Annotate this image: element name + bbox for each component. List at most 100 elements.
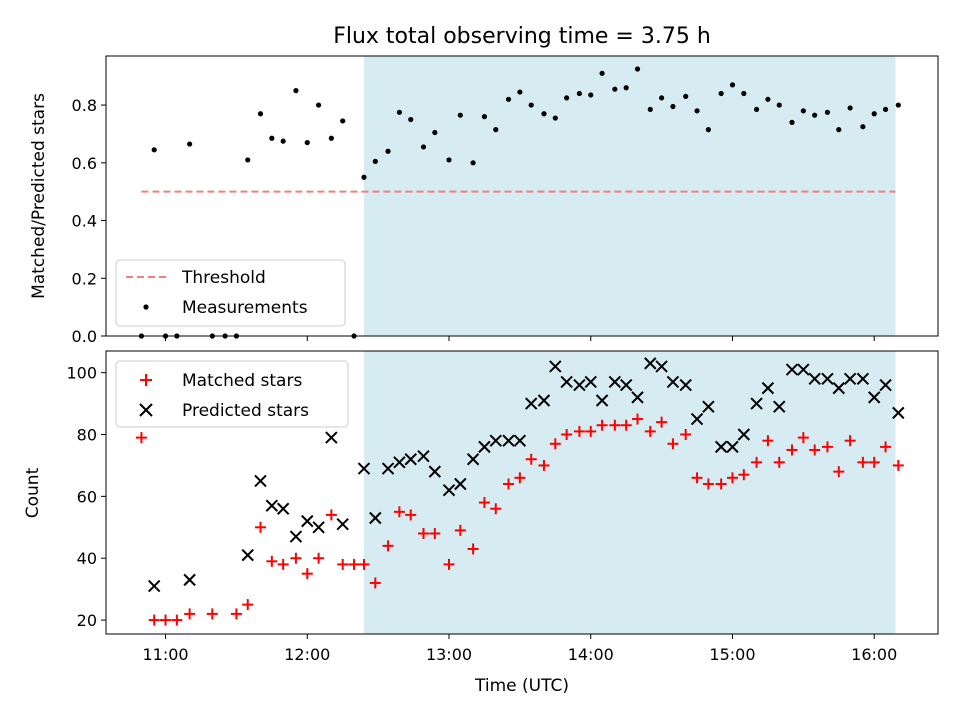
predicted-point — [478, 440, 491, 454]
bottom-series — [135, 357, 905, 626]
measurement-point — [481, 114, 488, 120]
measurement-point — [789, 119, 795, 125]
predicted-point-b — [381, 462, 395, 475]
predicted-point — [808, 372, 821, 386]
predicted-point-b — [631, 391, 644, 404]
predicted-point-b — [761, 381, 775, 395]
measurement-point — [493, 127, 499, 133]
predicted-point-b — [502, 434, 515, 447]
matched-point — [369, 577, 381, 589]
predicted-point — [737, 428, 751, 441]
predicted-point — [442, 483, 456, 497]
bottom-y-tick-label: 20 — [77, 611, 97, 630]
predicted-point — [301, 514, 314, 528]
top-y-tick-label: 0.0 — [72, 327, 97, 346]
predicted-point-b — [714, 440, 728, 454]
matched-point — [490, 503, 502, 515]
measurement-point — [694, 108, 700, 114]
predicted-point-b — [573, 378, 586, 392]
predicted-point-b — [619, 378, 633, 392]
predicted-point-b — [254, 474, 267, 488]
matched-point — [691, 472, 703, 484]
predicted-point — [183, 573, 196, 587]
predicted-point — [357, 462, 371, 475]
measurement-point — [741, 90, 747, 97]
matched-point — [242, 599, 254, 611]
predicted-point-b — [513, 434, 527, 447]
predicted-point-b — [690, 412, 704, 426]
predicted-point — [631, 391, 644, 404]
predicted-point-b — [183, 573, 196, 587]
predicted-point — [254, 474, 267, 488]
predicted-point — [843, 372, 857, 386]
predicted-point — [560, 375, 573, 389]
predicted-point — [466, 453, 480, 466]
measurement-point — [647, 106, 653, 113]
predicted-point-b — [666, 375, 680, 389]
predicted-point-b — [404, 453, 417, 466]
predicted-point-b — [679, 378, 692, 392]
measurement-point — [446, 157, 452, 163]
predicted-point — [417, 449, 430, 463]
predicted-point-b — [525, 397, 538, 410]
measurement-point — [293, 88, 299, 94]
predicted-point-b — [560, 375, 573, 389]
matched-point — [632, 413, 644, 425]
legend-predicted-swatch — [139, 403, 153, 417]
matched-point — [680, 429, 692, 441]
measurement-point — [753, 106, 760, 113]
bottom-axes-frame — [105, 350, 939, 635]
predicted-point — [428, 465, 442, 478]
predicted-point-b — [892, 406, 905, 420]
bottom-shaded-region — [363, 351, 896, 634]
predicted-point-b — [843, 372, 857, 386]
predicted-point — [856, 372, 870, 386]
top-shaded-region — [363, 56, 896, 336]
bottom-y-tick-label: 100 — [66, 364, 97, 383]
measurement-point — [396, 109, 402, 115]
predicted-point — [454, 477, 467, 491]
predicted-point — [666, 375, 680, 389]
measurement-point — [623, 85, 629, 91]
predicted-point-b — [289, 530, 303, 543]
predicted-point — [785, 363, 799, 376]
measurement-point — [895, 102, 901, 108]
matched-point — [467, 543, 479, 555]
predicted-point — [797, 363, 810, 376]
measurement-point — [634, 66, 641, 72]
predicted-point — [489, 434, 502, 447]
matched-point — [206, 608, 218, 620]
bottom-y-axis: 20 40 60 80 100 — [66, 364, 106, 630]
predicted-point-b — [737, 428, 751, 441]
predicted-point-b — [549, 360, 562, 373]
matched-point — [325, 509, 337, 521]
x-tick-label: 16:00 — [851, 645, 897, 664]
predicted-point-b — [821, 372, 834, 386]
measurement-point — [408, 116, 414, 123]
predicted-point — [369, 511, 382, 525]
predicted-point-b — [369, 511, 382, 525]
legend-threshold-label: Threshold — [181, 268, 266, 288]
matched-point — [503, 478, 515, 490]
matched-point — [786, 444, 798, 456]
matched-point — [561, 429, 573, 441]
matched-point — [656, 416, 668, 428]
predicted-point — [276, 502, 290, 515]
predicted-point — [537, 394, 551, 407]
measurement-point — [432, 129, 438, 136]
bottom-panel: 20 40 60 80 100 11:00 12:00 13:00 14:00 15:00 16:… — [23, 350, 939, 696]
predicted-point — [821, 372, 834, 386]
predicted-point — [868, 391, 881, 404]
predicted-point-b — [797, 363, 810, 376]
predicted-point — [513, 434, 527, 447]
matched-point — [702, 478, 714, 490]
predicted-point-b — [489, 434, 502, 447]
matched-point — [538, 459, 550, 471]
matched-point — [857, 456, 869, 468]
top-legend-box — [115, 259, 346, 327]
matched-point — [868, 456, 880, 468]
measurement-point — [765, 96, 771, 102]
matched-point — [148, 614, 160, 626]
matched-point — [393, 506, 405, 518]
matched-point — [585, 425, 597, 437]
